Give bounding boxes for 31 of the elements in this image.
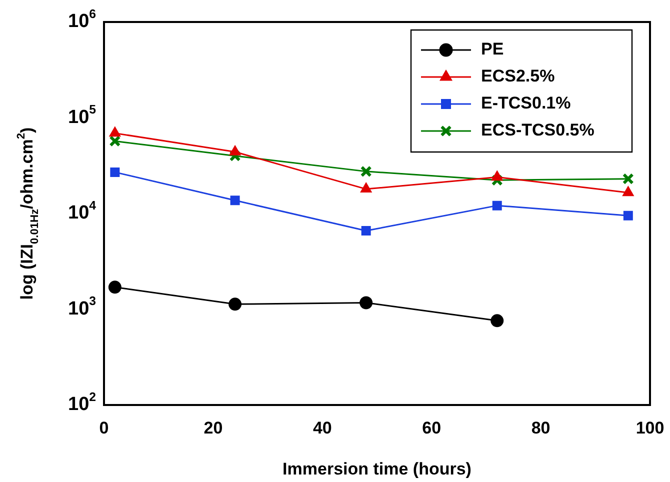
point bbox=[490, 314, 504, 328]
point bbox=[491, 170, 503, 181]
legend-label: ECS2.5% bbox=[481, 66, 555, 86]
legend-label: E-TCS0.1% bbox=[481, 94, 571, 113]
point bbox=[623, 210, 633, 220]
point bbox=[110, 167, 120, 177]
legend-label: ECS-TCS0.5% bbox=[481, 120, 594, 140]
x-tick-label: 0 bbox=[99, 418, 109, 438]
point bbox=[109, 135, 121, 147]
point bbox=[361, 226, 371, 236]
point bbox=[360, 182, 372, 193]
point bbox=[230, 196, 240, 206]
x-tick-label: 80 bbox=[531, 418, 550, 438]
x-tick-label: 20 bbox=[204, 418, 223, 438]
point bbox=[109, 126, 121, 137]
point bbox=[492, 200, 502, 210]
y-axis-title: log (IZI0.01Hz/ohm.cm2) bbox=[15, 127, 41, 300]
point bbox=[228, 298, 242, 311]
x-tick-label: 100 bbox=[636, 418, 664, 438]
legend-label: PE bbox=[481, 40, 504, 59]
point bbox=[229, 145, 241, 156]
point bbox=[622, 186, 634, 196]
point bbox=[622, 173, 634, 185]
point bbox=[360, 166, 372, 178]
x-axis-title: Immersion time (hours) bbox=[282, 460, 472, 479]
x-tick-label: 60 bbox=[422, 418, 442, 438]
point bbox=[360, 296, 373, 310]
point bbox=[229, 150, 241, 162]
x-tick-label: 40 bbox=[312, 418, 332, 438]
point bbox=[108, 280, 122, 294]
point bbox=[491, 174, 503, 186]
